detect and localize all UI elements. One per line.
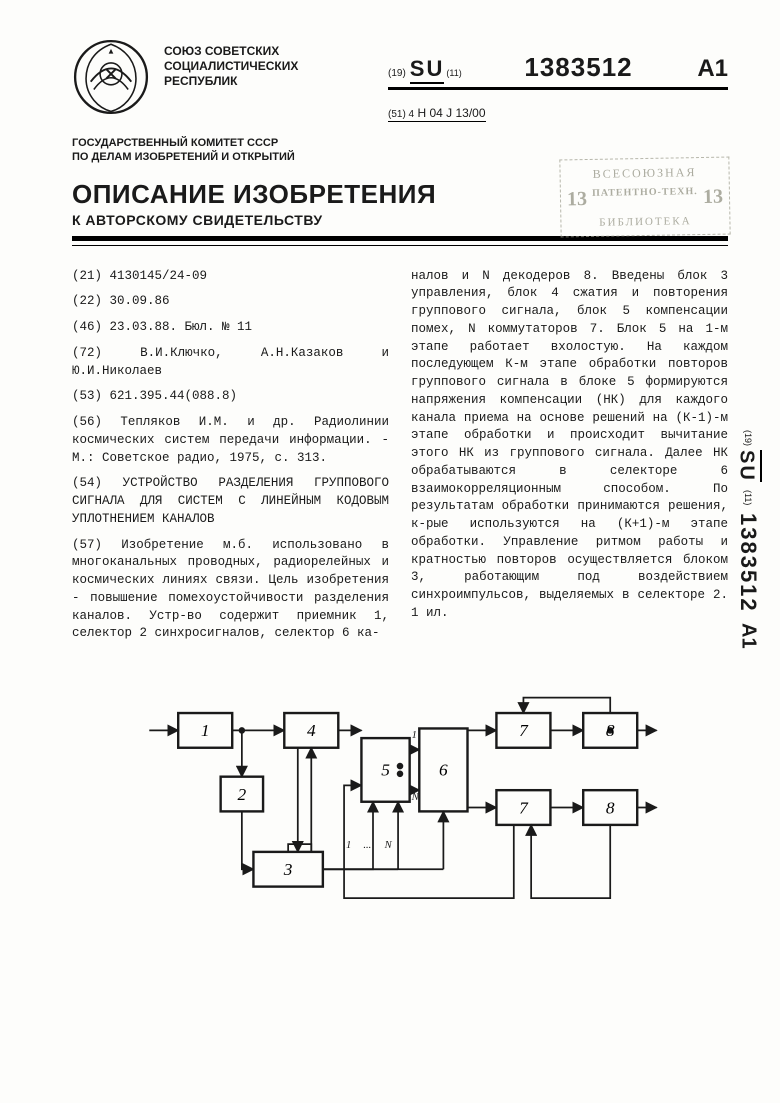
svg-text:...: ... bbox=[363, 840, 371, 851]
patent-number: 1383512 bbox=[470, 52, 688, 83]
spine-19: (19) bbox=[743, 430, 753, 446]
spine-su: SU bbox=[735, 450, 762, 482]
rule-thick bbox=[72, 236, 728, 241]
block-diagram: 1 4 2 5 6 7 7 8 8 3 1 N 1 N... bbox=[130, 665, 670, 925]
left-column: (21) 4130145/24-09 (22) 30.09.86 (46) 23… bbox=[72, 268, 389, 652]
field-53: (53) 621.395.44(088.8) bbox=[72, 388, 389, 406]
svg-text:6: 6 bbox=[439, 761, 448, 780]
field-19-label: (19) bbox=[388, 68, 406, 79]
stamp-line1: ВСЕСОЮЗНАЯ bbox=[593, 165, 697, 182]
field-22: (22) 30.09.86 bbox=[72, 293, 389, 311]
body-columns: (21) 4130145/24-09 (22) 30.09.86 (46) 23… bbox=[72, 268, 728, 652]
field-56: (56) Тепляков И.М. и др. Радиолинии косм… bbox=[72, 414, 389, 467]
spine-label: (19) SU (11) 1383512 A1 bbox=[736, 430, 760, 790]
union-text: СОЮЗ СОВЕТСКИХ СОЦИАЛИСТИЧЕСКИХ РЕСПУБЛИ… bbox=[164, 38, 314, 89]
kind-code: A1 bbox=[697, 55, 728, 83]
svg-text:8: 8 bbox=[606, 798, 615, 817]
stamp-line3: БИБЛИОТЕКА bbox=[599, 215, 692, 229]
library-stamp: ВСЕСОЮЗНАЯ 13 ПАТЕНТНО-ТЕХН. 13 БИБЛИОТЕ… bbox=[559, 157, 730, 238]
header-row: СОЮЗ СОВЕТСКИХ СОЦИАЛИСТИЧЕСКИХ РЕСПУБЛИ… bbox=[72, 38, 728, 122]
field-21: (21) 4130145/24-09 bbox=[72, 268, 389, 286]
field-11-label: (11) bbox=[446, 68, 461, 78]
rule-thin bbox=[72, 245, 728, 246]
field-57-left: (57) Изобретение м.б. использовано в мно… bbox=[72, 537, 389, 644]
field-46: (46) 23.03.88. Бюл. № 11 bbox=[72, 319, 389, 337]
classification: (51) 4 H 04 J 13/00 bbox=[388, 106, 486, 122]
field-57-right: налов и N декодеров 8. Введены блок 3 уп… bbox=[411, 268, 728, 623]
svg-text:8: 8 bbox=[606, 721, 615, 740]
svg-text:1: 1 bbox=[412, 730, 417, 741]
svg-text:1: 1 bbox=[201, 721, 210, 740]
svg-text:5: 5 bbox=[381, 761, 390, 780]
stamp-num-right: 13 bbox=[703, 186, 723, 209]
country-code: SU bbox=[410, 56, 445, 84]
svg-text:2: 2 bbox=[238, 785, 247, 804]
spine-11: (11) bbox=[743, 490, 753, 505]
svg-text:4: 4 bbox=[307, 721, 316, 740]
field-72: (72) В.И.Ключко, А.Н.Казаков и Ю.И.Никол… bbox=[72, 345, 389, 381]
stamp-num-left: 13 bbox=[567, 188, 587, 211]
ussr-emblem-icon bbox=[72, 38, 150, 116]
svg-text:N: N bbox=[411, 792, 420, 803]
svg-text:N: N bbox=[384, 840, 393, 851]
field-54: (54) УСТРОЙСТВО РАЗДЕЛЕНИЯ ГРУППОВОГО СИ… bbox=[72, 475, 389, 528]
svg-text:1: 1 bbox=[346, 840, 351, 851]
publication-number: (19) SU (11) 1383512 A1 (51) 4 H 04 J 13… bbox=[388, 38, 728, 122]
spine-a1: A1 bbox=[737, 623, 760, 649]
diagram-wrap: 1 4 2 5 6 7 7 8 8 3 1 N 1 N... bbox=[72, 665, 728, 925]
ipc-code: H 04 J 13/00 bbox=[417, 106, 485, 120]
stamp-mid: ПАТЕНТНО-ТЕХН. bbox=[592, 186, 698, 211]
right-column: налов и N декодеров 8. Введены блок 3 уп… bbox=[411, 268, 728, 652]
svg-text:7: 7 bbox=[519, 798, 529, 817]
field-51-label: (51) 4 bbox=[388, 109, 414, 120]
svg-text:7: 7 bbox=[519, 721, 529, 740]
svg-text:3: 3 bbox=[283, 860, 293, 879]
spine-number: 1383512 bbox=[735, 513, 761, 613]
